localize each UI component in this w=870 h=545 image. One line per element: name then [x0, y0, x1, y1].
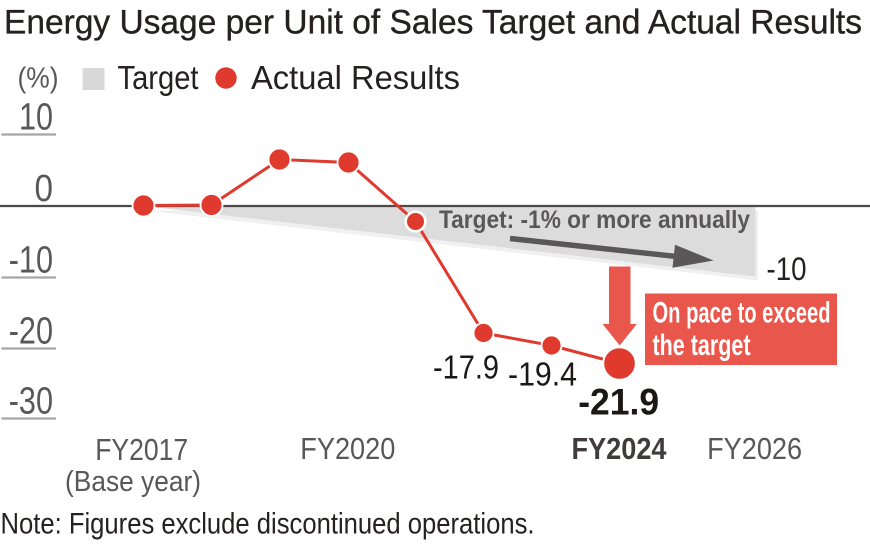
svg-text:Energy Usage per Unit of Sales: Energy Usage per Unit of Sales Target an… [4, 4, 862, 42]
svg-text:Note: Figures exclude disconti: Note: Figures exclude discontinued opera… [1, 508, 535, 541]
svg-text:-10: -10 [9, 240, 53, 282]
svg-text:(Base year): (Base year) [65, 466, 201, 498]
svg-text:0: 0 [35, 168, 54, 210]
svg-text:Actual Results: Actual Results [251, 59, 460, 96]
svg-text:-20: -20 [9, 311, 53, 353]
svg-text:Target: Target [118, 59, 199, 96]
svg-text:10: 10 [19, 97, 53, 139]
svg-text:FY2026: FY2026 [707, 431, 802, 466]
svg-text:(%): (%) [18, 63, 59, 95]
svg-text:-30: -30 [9, 381, 53, 423]
svg-text:Target: -1% or more annually: Target: -1% or more annually [439, 206, 750, 234]
svg-text:FY2017: FY2017 [95, 432, 188, 467]
svg-text:FY2020: FY2020 [300, 431, 395, 466]
svg-text:-17.9: -17.9 [433, 349, 499, 386]
svg-text:-10: -10 [767, 251, 807, 287]
svg-text:FY2024: FY2024 [572, 431, 668, 466]
svg-text:-19.4: -19.4 [508, 356, 577, 393]
svg-text:the target: the target [653, 329, 751, 362]
svg-text:On pace to exceed: On pace to exceed [653, 296, 831, 329]
svg-text:-21.9: -21.9 [578, 382, 659, 423]
